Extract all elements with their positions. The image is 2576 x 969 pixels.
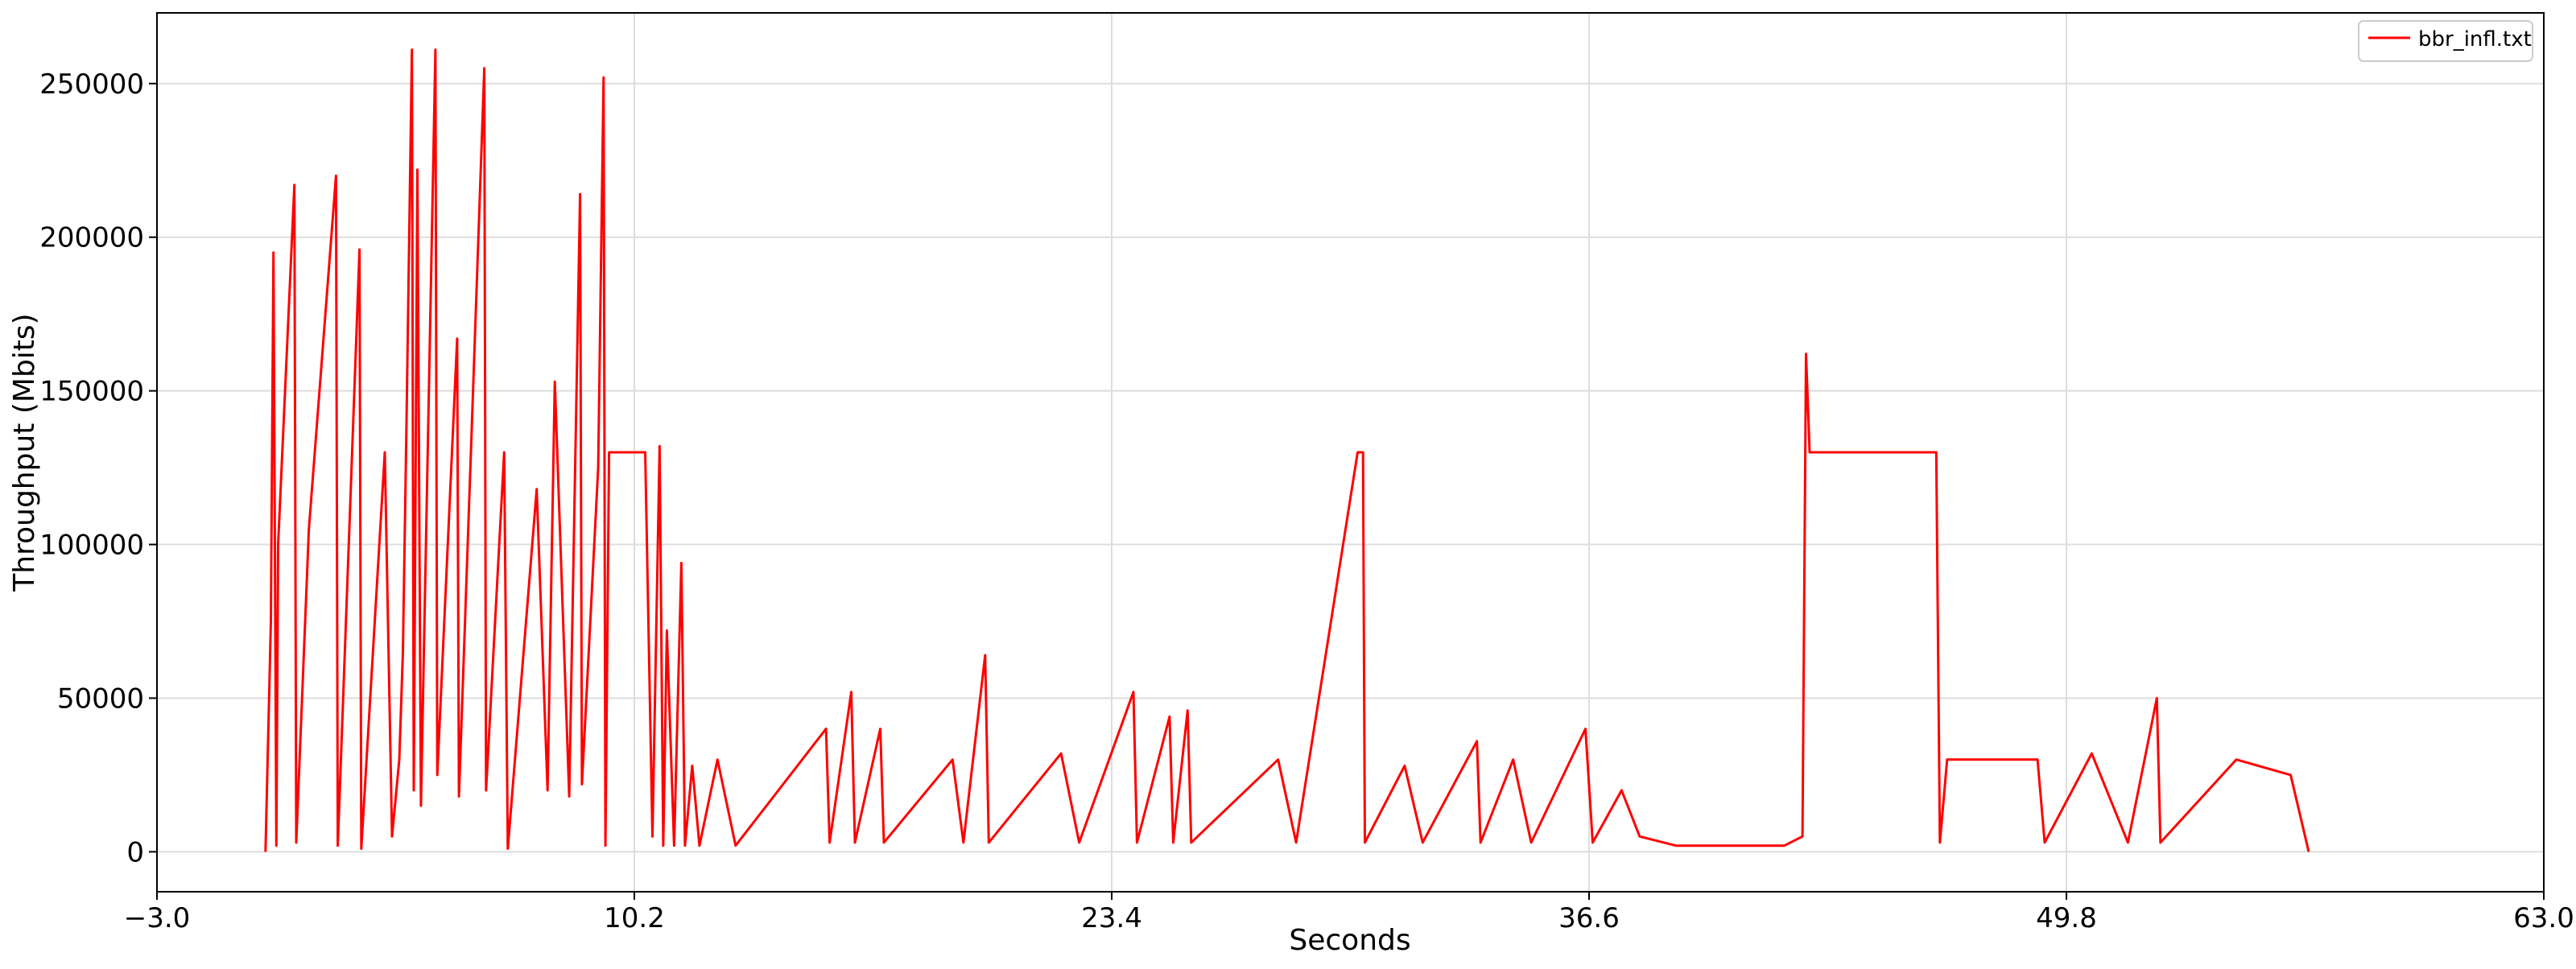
x-tick-label: −3.0 [124, 902, 191, 934]
x-axis-title: Seconds [1289, 924, 1410, 957]
y-axis-title: Throughput (Mbits) [8, 313, 41, 592]
x-tick-label: 23.4 [1081, 902, 1142, 934]
legend-label: bbr_infl.txt [2418, 27, 2532, 52]
x-tick-label: 10.2 [604, 902, 665, 934]
y-tick-label: 250000 [39, 68, 144, 101]
y-tick-label: 0 [126, 836, 144, 868]
y-tick-label: 100000 [39, 530, 144, 562]
x-tick-label: 63.0 [2513, 902, 2574, 934]
grid [157, 13, 2544, 892]
y-tick-label: 50000 [57, 682, 144, 715]
series-layer [264, 48, 2310, 852]
series-line [264, 48, 2310, 852]
x-tick-label: 36.6 [1558, 902, 1620, 934]
y-tick-label: 150000 [39, 376, 144, 408]
legend: bbr_infl.txt [2358, 20, 2533, 62]
ticks: −3.0 10.2 23.4 36.6 49.8 63.0 0 50000 100000 1500… [39, 68, 2574, 934]
plot-frame [156, 12, 2545, 893]
y-tick-label: 200000 [39, 222, 144, 254]
x-tick-label: 49.8 [2036, 902, 2097, 934]
legend-box [2358, 20, 2533, 62]
